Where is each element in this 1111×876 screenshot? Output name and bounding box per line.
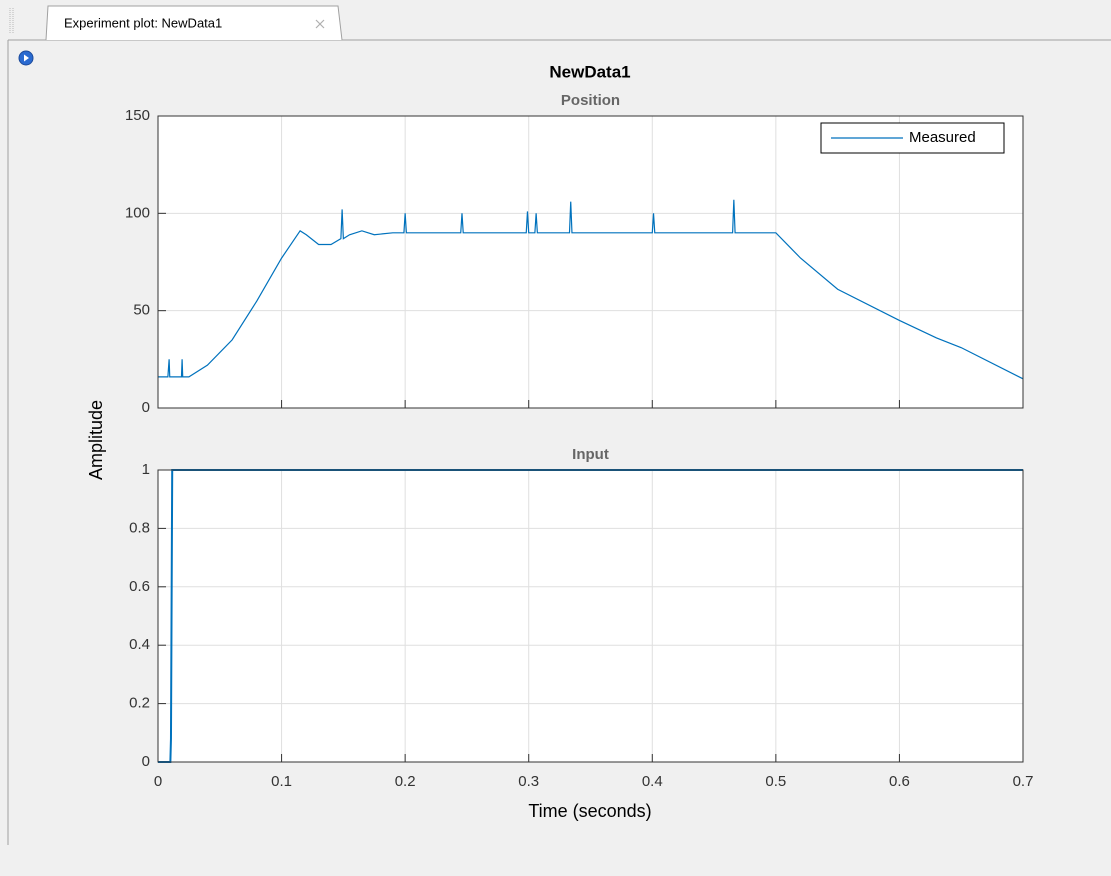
y-tick-label: 0 — [142, 399, 150, 416]
y-axis-label: Amplitude — [86, 400, 106, 480]
x-tick-label: 0.7 — [1013, 773, 1034, 790]
axes-background — [158, 116, 1023, 408]
x-tick-label: 0.4 — [642, 773, 663, 790]
y-tick-label: 50 — [133, 302, 150, 319]
x-axis-label: Time (seconds) — [528, 801, 651, 821]
tab-title[interactable]: Experiment plot: NewData1 — [64, 15, 222, 30]
y-tick-label: 0 — [142, 753, 150, 770]
y-tick-label: 0.6 — [129, 578, 150, 595]
figure-title: NewData1 — [549, 62, 630, 81]
x-tick-label: 0.6 — [889, 773, 910, 790]
y-tick-label: 0.2 — [129, 695, 150, 712]
x-tick-label: 0.1 — [271, 773, 292, 790]
axes-box — [157, 115, 1024, 409]
x-tick-label: 0.5 — [765, 773, 786, 790]
x-tick-label: 0.3 — [518, 773, 539, 790]
y-tick-label: 0.4 — [129, 636, 150, 653]
tab[interactable] — [45, 5, 343, 41]
data-line — [158, 199, 1024, 380]
legend-label: Measured — [909, 129, 976, 146]
tab-close[interactable] — [315, 19, 325, 29]
x-tick-label: 0 — [154, 773, 162, 790]
axes-title: Input — [572, 446, 609, 463]
y-tick-label: 0.8 — [129, 519, 150, 536]
y-tick-label: 150 — [125, 107, 150, 124]
y-tick-label: 1 — [142, 461, 150, 478]
grip — [9, 8, 14, 34]
axes-title: Position — [561, 92, 620, 109]
axes-background — [158, 470, 1023, 762]
axes-box — [157, 469, 1024, 763]
expand-button[interactable] — [18, 50, 34, 66]
y-tick-label: 100 — [125, 204, 150, 221]
x-tick-label: 0.2 — [395, 773, 416, 790]
